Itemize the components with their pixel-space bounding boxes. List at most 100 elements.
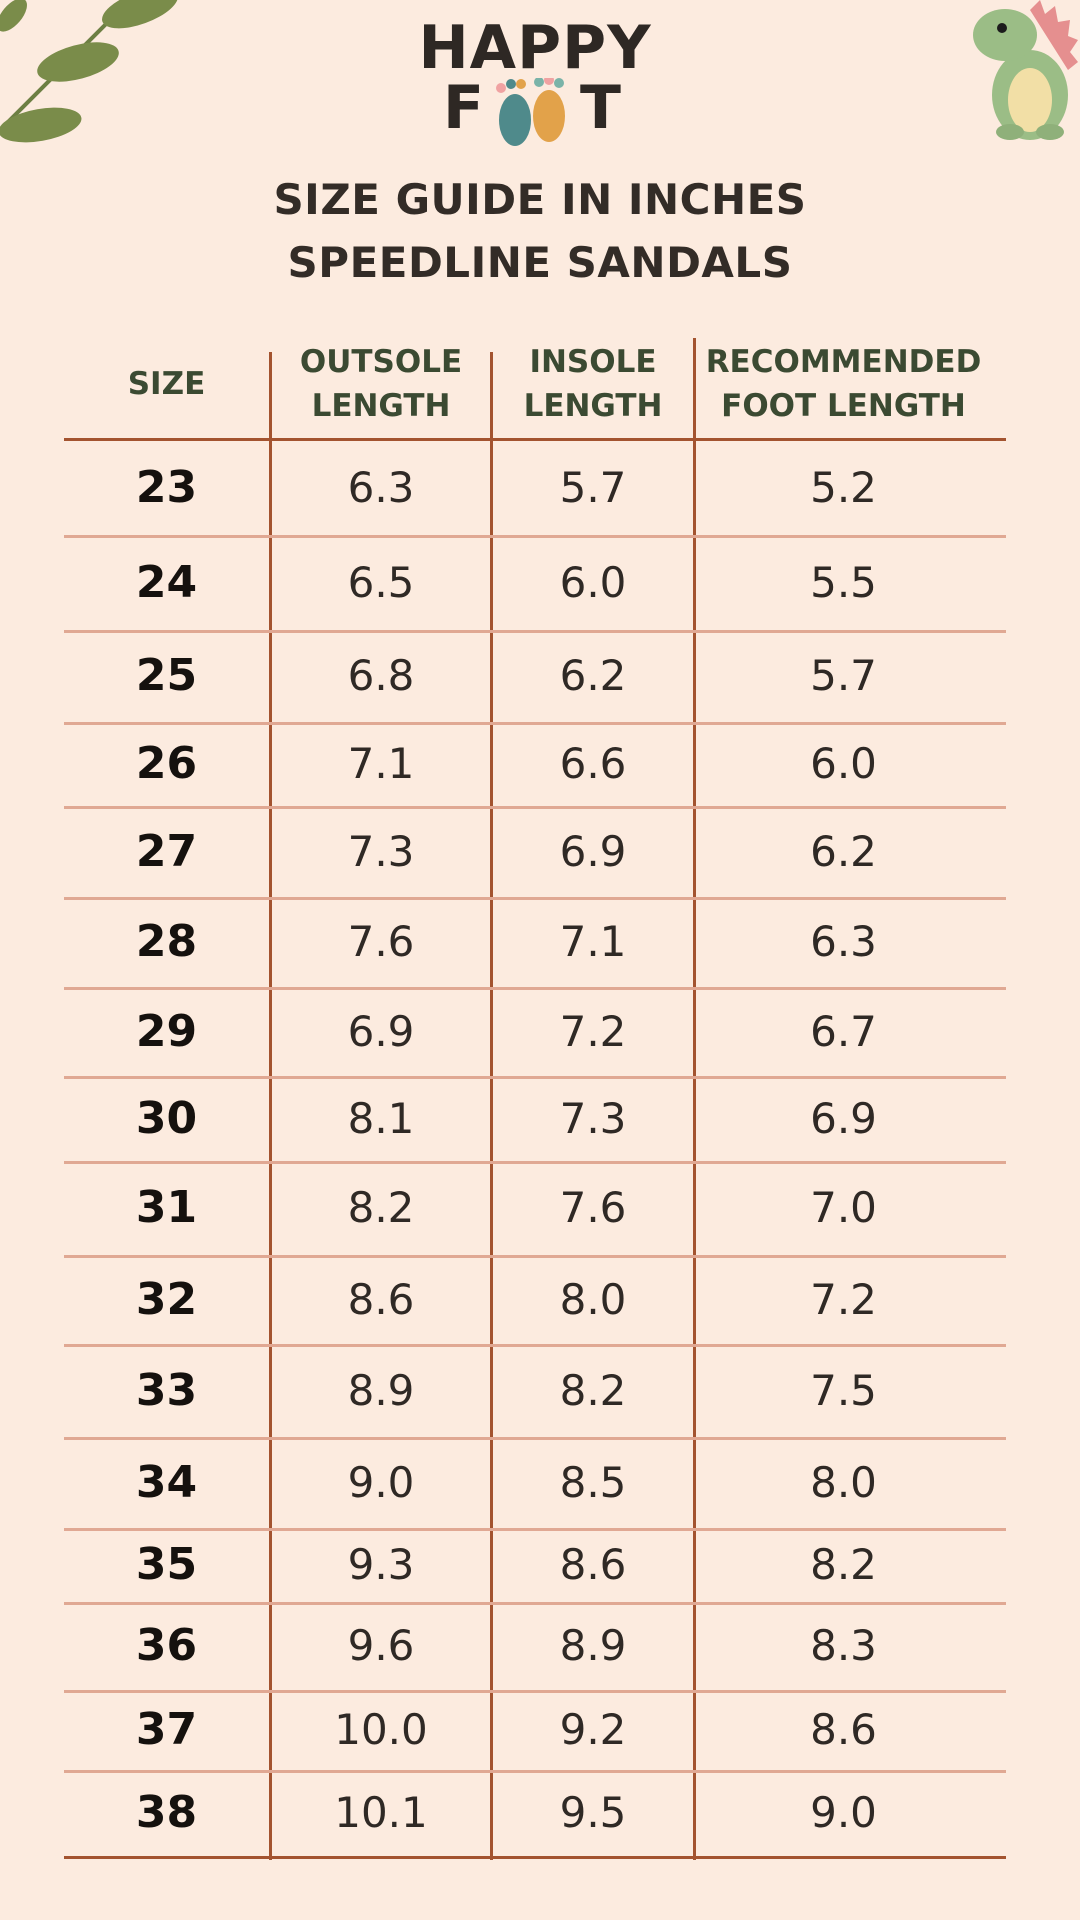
insole-length-cell: 7.6	[559, 1183, 627, 1232]
recommended-foot-length-cell: 5.2	[810, 463, 877, 512]
row-divider	[64, 1344, 1006, 1347]
column-divider	[269, 352, 272, 1860]
header-size-label: SIZE	[127, 366, 206, 402]
outsole-length-cell: 9.6	[347, 1621, 415, 1670]
recommended-foot-length-cell: 7.0	[810, 1183, 877, 1232]
insole-length-cell: 9.2	[559, 1705, 627, 1754]
outsole-length-cell: 8.6	[347, 1274, 415, 1324]
outsole-length-cell: 9.3	[347, 1540, 415, 1589]
outsole-length-cell: 8.1	[347, 1093, 415, 1143]
insole-length-cell: 8.0	[559, 1274, 627, 1324]
insole-length-cell: 8.5	[559, 1457, 627, 1507]
insole-length-cell: 6.6	[559, 739, 627, 788]
brand-logo: HAPPY F T	[405, 13, 665, 146]
outsole-length-cell: 10.0	[334, 1705, 428, 1754]
recommended-foot-length-cell: 5.7	[810, 651, 877, 700]
outsole-length-cell: 6.3	[347, 463, 415, 512]
outsole-length-cell: 6.8	[347, 651, 415, 700]
insole-length-cell: 8.2	[559, 1365, 627, 1415]
row-divider	[64, 1437, 1006, 1440]
header-recommended-line1: RECOMMENDED	[705, 344, 982, 380]
insole-length-cell: 9.5	[559, 1788, 627, 1837]
header-size: SIZE	[64, 362, 269, 406]
insole-length-cell: 7.1	[559, 917, 627, 966]
size-cell: 29	[135, 1005, 198, 1057]
insole-length-cell: 7.3	[559, 1093, 627, 1143]
page-title-line1: SIZE GUIDE IN INCHES	[273, 175, 807, 224]
outsole-length-cell: 7.6	[347, 917, 415, 966]
insole-length-cell: 8.6	[559, 1540, 627, 1589]
size-cell: 26	[135, 738, 198, 789]
insole-length-cell: 6.0	[559, 557, 627, 607]
size-cell: 32	[135, 1273, 198, 1325]
row-divider	[64, 897, 1006, 900]
row-divider	[64, 1528, 1006, 1531]
outsole-length-cell: 8.2	[347, 1183, 415, 1232]
row-divider	[64, 1856, 1006, 1859]
row-divider	[64, 1255, 1006, 1258]
recommended-foot-length-cell: 8.6	[810, 1705, 877, 1754]
recommended-foot-length-cell: 6.9	[810, 1093, 877, 1143]
column-divider	[693, 338, 696, 1860]
recommended-foot-length-cell: 8.2	[810, 1540, 877, 1589]
outsole-length-cell: 7.3	[347, 826, 415, 876]
recommended-foot-length-cell: 6.0	[810, 739, 877, 788]
row-divider	[64, 1076, 1006, 1079]
row-divider	[64, 630, 1006, 633]
size-cell: 28	[135, 916, 198, 967]
page-title-line2: SPEEDLINE SANDALS	[287, 238, 793, 287]
insole-length-cell: 6.9	[559, 826, 627, 876]
recommended-foot-length-cell: 7.2	[810, 1274, 877, 1324]
row-divider	[64, 1602, 1006, 1605]
row-divider	[64, 722, 1006, 725]
recommended-foot-length-cell: 6.2	[810, 826, 877, 876]
size-cell: 34	[135, 1456, 198, 1508]
outsole-length-cell: 6.9	[347, 1006, 415, 1056]
size-cell: 31	[135, 1182, 198, 1233]
outsole-length-cell: 6.5	[347, 557, 415, 607]
size-cell: 30	[135, 1092, 198, 1144]
recommended-foot-length-cell: 7.5	[810, 1365, 877, 1415]
column-divider	[490, 352, 493, 1860]
size-cell: 24	[135, 556, 198, 608]
size-cell: 38	[135, 1787, 198, 1838]
recommended-foot-length-cell: 9.0	[810, 1788, 877, 1837]
insole-length-cell: 7.2	[559, 1006, 627, 1056]
brand-logo-letter-f: F	[443, 73, 484, 143]
leaves-illustration	[0, 0, 178, 143]
size-cell: 23	[135, 462, 198, 513]
row-divider	[64, 806, 1006, 809]
footprints-icon	[496, 78, 565, 146]
recommended-foot-length-cell: 5.5	[810, 557, 877, 607]
outsole-length-cell: 8.9	[347, 1365, 415, 1415]
size-cell: 33	[135, 1364, 198, 1416]
header-insole-length: INSOLE LENGTH	[493, 340, 693, 428]
header-insole-line1: INSOLE	[529, 344, 657, 380]
row-divider	[64, 535, 1006, 538]
brand-logo-line2: F T	[405, 73, 665, 146]
size-cell: 25	[135, 650, 198, 701]
recommended-foot-length-cell: 6.7	[810, 1006, 877, 1056]
header-recommended-foot-length: RECOMMENDED FOOT LENGTH	[696, 340, 991, 428]
insole-length-cell: 6.2	[559, 651, 627, 700]
header-outsole-length: OUTSOLE LENGTH	[272, 340, 490, 428]
header-recommended-line2: FOOT LENGTH	[721, 388, 966, 424]
header-divider	[64, 438, 1006, 441]
row-divider	[64, 1161, 1006, 1164]
recommended-foot-length-cell: 6.3	[810, 917, 877, 966]
brand-logo-line1: HAPPY	[418, 13, 652, 83]
header-outsole-line1: OUTSOLE	[299, 344, 463, 380]
outsole-length-cell: 9.0	[347, 1457, 415, 1507]
outsole-length-cell: 7.1	[347, 739, 415, 788]
header-outsole-line2: LENGTH	[311, 388, 451, 424]
header-insole-line2: LENGTH	[523, 388, 663, 424]
recommended-foot-length-cell: 8.0	[810, 1457, 877, 1507]
row-divider	[64, 987, 1006, 990]
dinosaur-illustration	[973, 0, 1078, 140]
brand-logo-letter-t: T	[580, 73, 621, 143]
size-cell: 35	[135, 1539, 198, 1590]
size-cell: 27	[135, 825, 198, 877]
outsole-length-cell: 10.1	[334, 1788, 428, 1837]
insole-length-cell: 8.9	[559, 1621, 627, 1670]
recommended-foot-length-cell: 8.3	[810, 1621, 877, 1670]
